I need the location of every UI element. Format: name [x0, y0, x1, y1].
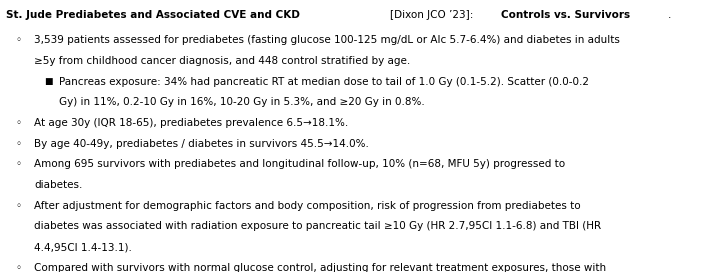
Text: After adjustment for demographic factors and body composition, risk of progressi: After adjustment for demographic factors…: [34, 201, 581, 211]
Text: 3,539 patients assessed for prediabetes (fasting glucose 100-125 mg/dL or Alc 5.: 3,539 patients assessed for prediabetes …: [34, 35, 620, 45]
Text: St. Jude Prediabetes and Associated CVE and CKD: St. Jude Prediabetes and Associated CVE …: [6, 10, 303, 20]
Text: 4.4,95CI 1.4-13.1).: 4.4,95CI 1.4-13.1).: [34, 242, 132, 252]
Text: ◦: ◦: [16, 139, 22, 149]
Text: .: .: [668, 10, 671, 20]
Text: diabetes.: diabetes.: [34, 180, 83, 190]
Text: ◦: ◦: [16, 35, 22, 45]
Text: Gy) in 11%, 0.2-10 Gy in 16%, 10-20 Gy in 5.3%, and ≥20 Gy in 0.8%.: Gy) in 11%, 0.2-10 Gy in 16%, 10-20 Gy i…: [59, 97, 424, 107]
Text: ◦: ◦: [16, 201, 22, 211]
Text: By age 40-49y, prediabetes / diabetes in survivors 45.5→14.0%.: By age 40-49y, prediabetes / diabetes in…: [34, 139, 369, 149]
Text: ◦: ◦: [16, 118, 22, 128]
Text: ■: ■: [45, 77, 53, 86]
Text: Compared with survivors with normal glucose control, adjusting for relevant trea: Compared with survivors with normal gluc…: [34, 263, 607, 272]
Text: Pancreas exposure: 34% had pancreatic RT at median dose to tail of 1.0 Gy (0.1-5: Pancreas exposure: 34% had pancreatic RT…: [59, 77, 589, 87]
Text: ◦: ◦: [16, 263, 22, 272]
Text: At age 30y (IQR 18-65), prediabetes prevalence 6.5→18.1%.: At age 30y (IQR 18-65), prediabetes prev…: [34, 118, 349, 128]
Text: diabetes was associated with radiation exposure to pancreatic tail ≥10 Gy (HR 2.: diabetes was associated with radiation e…: [34, 221, 602, 231]
Text: ◦: ◦: [16, 159, 22, 169]
Text: [Dixon JCO ’23]:: [Dixon JCO ’23]:: [390, 10, 476, 20]
Text: Controls vs. Survivors: Controls vs. Survivors: [501, 10, 630, 20]
Text: Among 695 survivors with prediabetes and longitudinal follow-up, 10% (n=68, MFU : Among 695 survivors with prediabetes and…: [34, 159, 566, 169]
Text: ≥5y from childhood cancer diagnosis, and 448 control stratified by age.: ≥5y from childhood cancer diagnosis, and…: [34, 56, 411, 66]
